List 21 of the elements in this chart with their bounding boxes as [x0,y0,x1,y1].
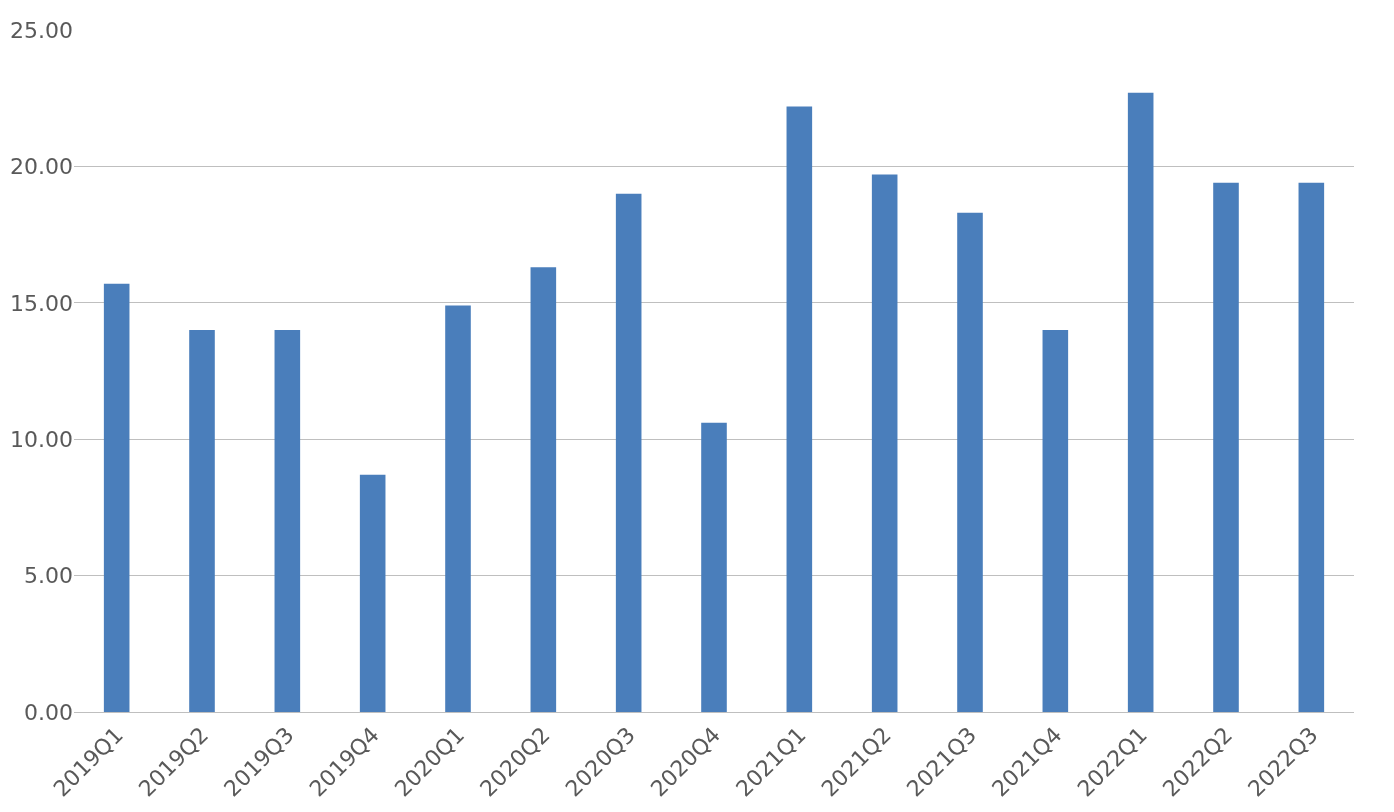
y-tick-label: 25.00 [10,17,73,43]
bar [530,267,557,712]
bar [871,174,898,712]
bar [103,283,130,712]
bar [1042,330,1069,712]
bar [1127,92,1154,712]
bar [1213,182,1239,712]
y-tick-label: 10.00 [10,426,73,452]
bar [1298,182,1325,712]
bar [189,330,215,712]
y-tick-label: 0.00 [24,699,73,725]
bar [615,193,642,712]
y-tick-label: 20.00 [10,154,73,180]
bar [957,212,983,712]
bar [274,330,301,712]
y-tick-label: 15.00 [10,290,73,316]
bar [445,305,471,712]
bar [359,474,386,712]
bar [701,422,727,712]
bar [786,106,813,712]
y-tick-label: 5.00 [24,563,73,589]
